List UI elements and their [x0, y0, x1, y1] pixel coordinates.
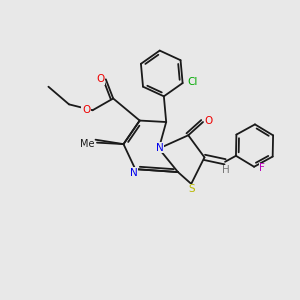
Text: S: S — [188, 184, 195, 194]
Text: O: O — [204, 116, 212, 126]
Text: Cl: Cl — [188, 76, 198, 87]
Text: N: N — [130, 168, 138, 178]
Text: O: O — [82, 105, 90, 115]
Text: F: F — [260, 163, 265, 173]
Text: N: N — [156, 142, 164, 153]
Text: O: O — [96, 74, 105, 84]
Text: H: H — [222, 165, 230, 175]
Text: Me: Me — [80, 139, 95, 148]
